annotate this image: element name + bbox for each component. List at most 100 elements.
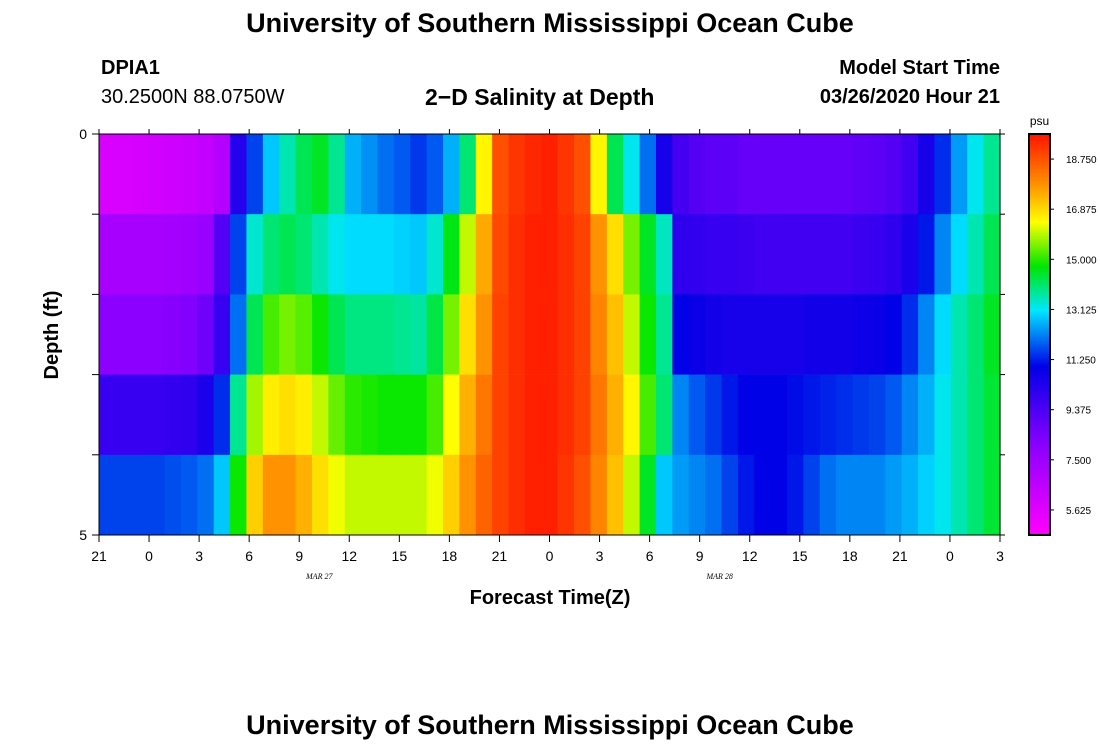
heatmap-cell	[115, 294, 133, 375]
heatmap-cell	[115, 134, 133, 215]
colorbar-tick-label: 9.375	[1066, 406, 1091, 417]
heatmap-cell	[426, 214, 444, 295]
model-start-time: 03/26/2020 Hour 21	[819, 86, 1000, 108]
heatmap-cell	[918, 374, 936, 456]
x-tick-label: 18	[442, 548, 458, 564]
colorbar-unit: psu	[1030, 114, 1049, 128]
heatmap-cells	[99, 134, 1001, 536]
colorbar: psu 18.750 16.875 15.000 13.125 11.250 9.375 7.…	[1028, 114, 1097, 536]
heatmap-cell	[819, 454, 837, 536]
heatmap-cell	[557, 374, 575, 456]
heatmap-cell	[459, 214, 477, 295]
heatmap-cell	[574, 294, 592, 375]
heatmap-cell	[901, 134, 919, 215]
heatmap-cell	[246, 294, 264, 375]
heatmap-cell	[803, 454, 821, 536]
heatmap-cell	[737, 454, 755, 536]
heatmap-cell	[508, 454, 526, 536]
heatmap-cell	[180, 294, 198, 375]
heatmap-cell	[901, 454, 919, 536]
y-axis-label: Depth (ft)	[41, 291, 63, 380]
heatmap-cell	[213, 134, 231, 215]
heatmap-cell	[623, 454, 641, 536]
x-tick-label: 12	[341, 548, 357, 564]
heatmap-cell	[180, 134, 198, 215]
heatmap-cell	[672, 294, 690, 375]
date-label: MAR 28	[705, 572, 732, 581]
heatmap-cell	[410, 374, 428, 456]
heatmap-cell	[950, 294, 968, 375]
heatmap-cell	[443, 134, 460, 215]
heatmap-cell	[688, 454, 706, 536]
heatmap-cell	[99, 294, 116, 375]
heatmap-cell	[131, 214, 149, 295]
heatmap-cell	[574, 214, 592, 295]
heatmap-cell	[754, 214, 772, 295]
heatmap-cell	[393, 294, 411, 375]
heatmap-cell	[410, 454, 428, 536]
heatmap-cell	[574, 374, 592, 456]
heatmap-cell	[770, 454, 788, 536]
heatmap-cell	[918, 454, 936, 536]
heatmap-cell	[213, 214, 231, 295]
heatmap-cell	[787, 454, 805, 536]
date-label: MAR 27	[305, 572, 333, 581]
heatmap-cell	[623, 214, 641, 295]
heatmap-cell	[213, 294, 231, 375]
x-tick-label: 6	[646, 548, 654, 564]
heatmap-cell	[328, 214, 346, 295]
colorbar-tick-label: 16.875	[1066, 205, 1097, 216]
heatmap-cell	[492, 374, 510, 456]
heatmap-cell	[426, 134, 444, 215]
heatmap-cell	[688, 294, 706, 375]
heatmap-cell	[639, 454, 657, 536]
heatmap-cell	[230, 214, 248, 295]
heatmap-cell	[115, 454, 133, 536]
heatmap-cell	[705, 134, 723, 215]
heatmap-cell	[344, 374, 362, 456]
heatmap-cell	[541, 294, 559, 375]
heatmap-cell	[868, 214, 886, 295]
heatmap-cell	[180, 374, 198, 456]
heatmap-cell	[508, 374, 526, 456]
heatmap-cell	[524, 294, 542, 375]
heatmap-cell	[230, 374, 248, 456]
heatmap-cell	[344, 454, 362, 536]
heatmap-cell	[639, 374, 657, 456]
heatmap-cell	[131, 454, 149, 536]
heatmap-cell	[410, 134, 428, 215]
heatmap-cell	[950, 454, 968, 536]
heatmap-cell	[311, 294, 329, 375]
heatmap-cell	[967, 454, 985, 536]
colorbar-tick-label: 5.625	[1066, 506, 1091, 517]
heatmap-cell	[459, 374, 477, 456]
heatmap-cell	[590, 374, 608, 456]
colorbar-tick-label: 7.500	[1066, 456, 1091, 467]
heatmap-cell	[787, 214, 805, 295]
heatmap-cell	[737, 134, 755, 215]
station-id: DPIA1	[101, 57, 160, 79]
heatmap-cell	[148, 214, 166, 295]
heatmap-cell	[262, 374, 280, 456]
heatmap-cell	[508, 134, 526, 215]
heatmap-cell	[361, 374, 379, 456]
heatmap-cell	[787, 294, 805, 375]
heatmap-cell	[443, 374, 460, 456]
heatmap-cell	[328, 294, 346, 375]
heatmap-cell	[590, 454, 608, 536]
heatmap-cell	[377, 214, 395, 295]
heatmap-cell	[361, 294, 379, 375]
heatmap-cell	[901, 294, 919, 375]
heatmap-cell	[475, 374, 493, 456]
x-tick-label: 6	[245, 548, 253, 564]
colorbar-tick-label: 13.125	[1066, 305, 1097, 316]
heatmap-cell	[705, 294, 723, 375]
heatmap-cell	[279, 374, 297, 456]
heatmap-cell	[623, 134, 641, 215]
heatmap-cell	[606, 134, 624, 215]
heatmap-cell	[770, 374, 788, 456]
heatmap-cell	[836, 294, 854, 375]
heatmap-cell	[688, 214, 706, 295]
heatmap-cell	[328, 134, 346, 215]
